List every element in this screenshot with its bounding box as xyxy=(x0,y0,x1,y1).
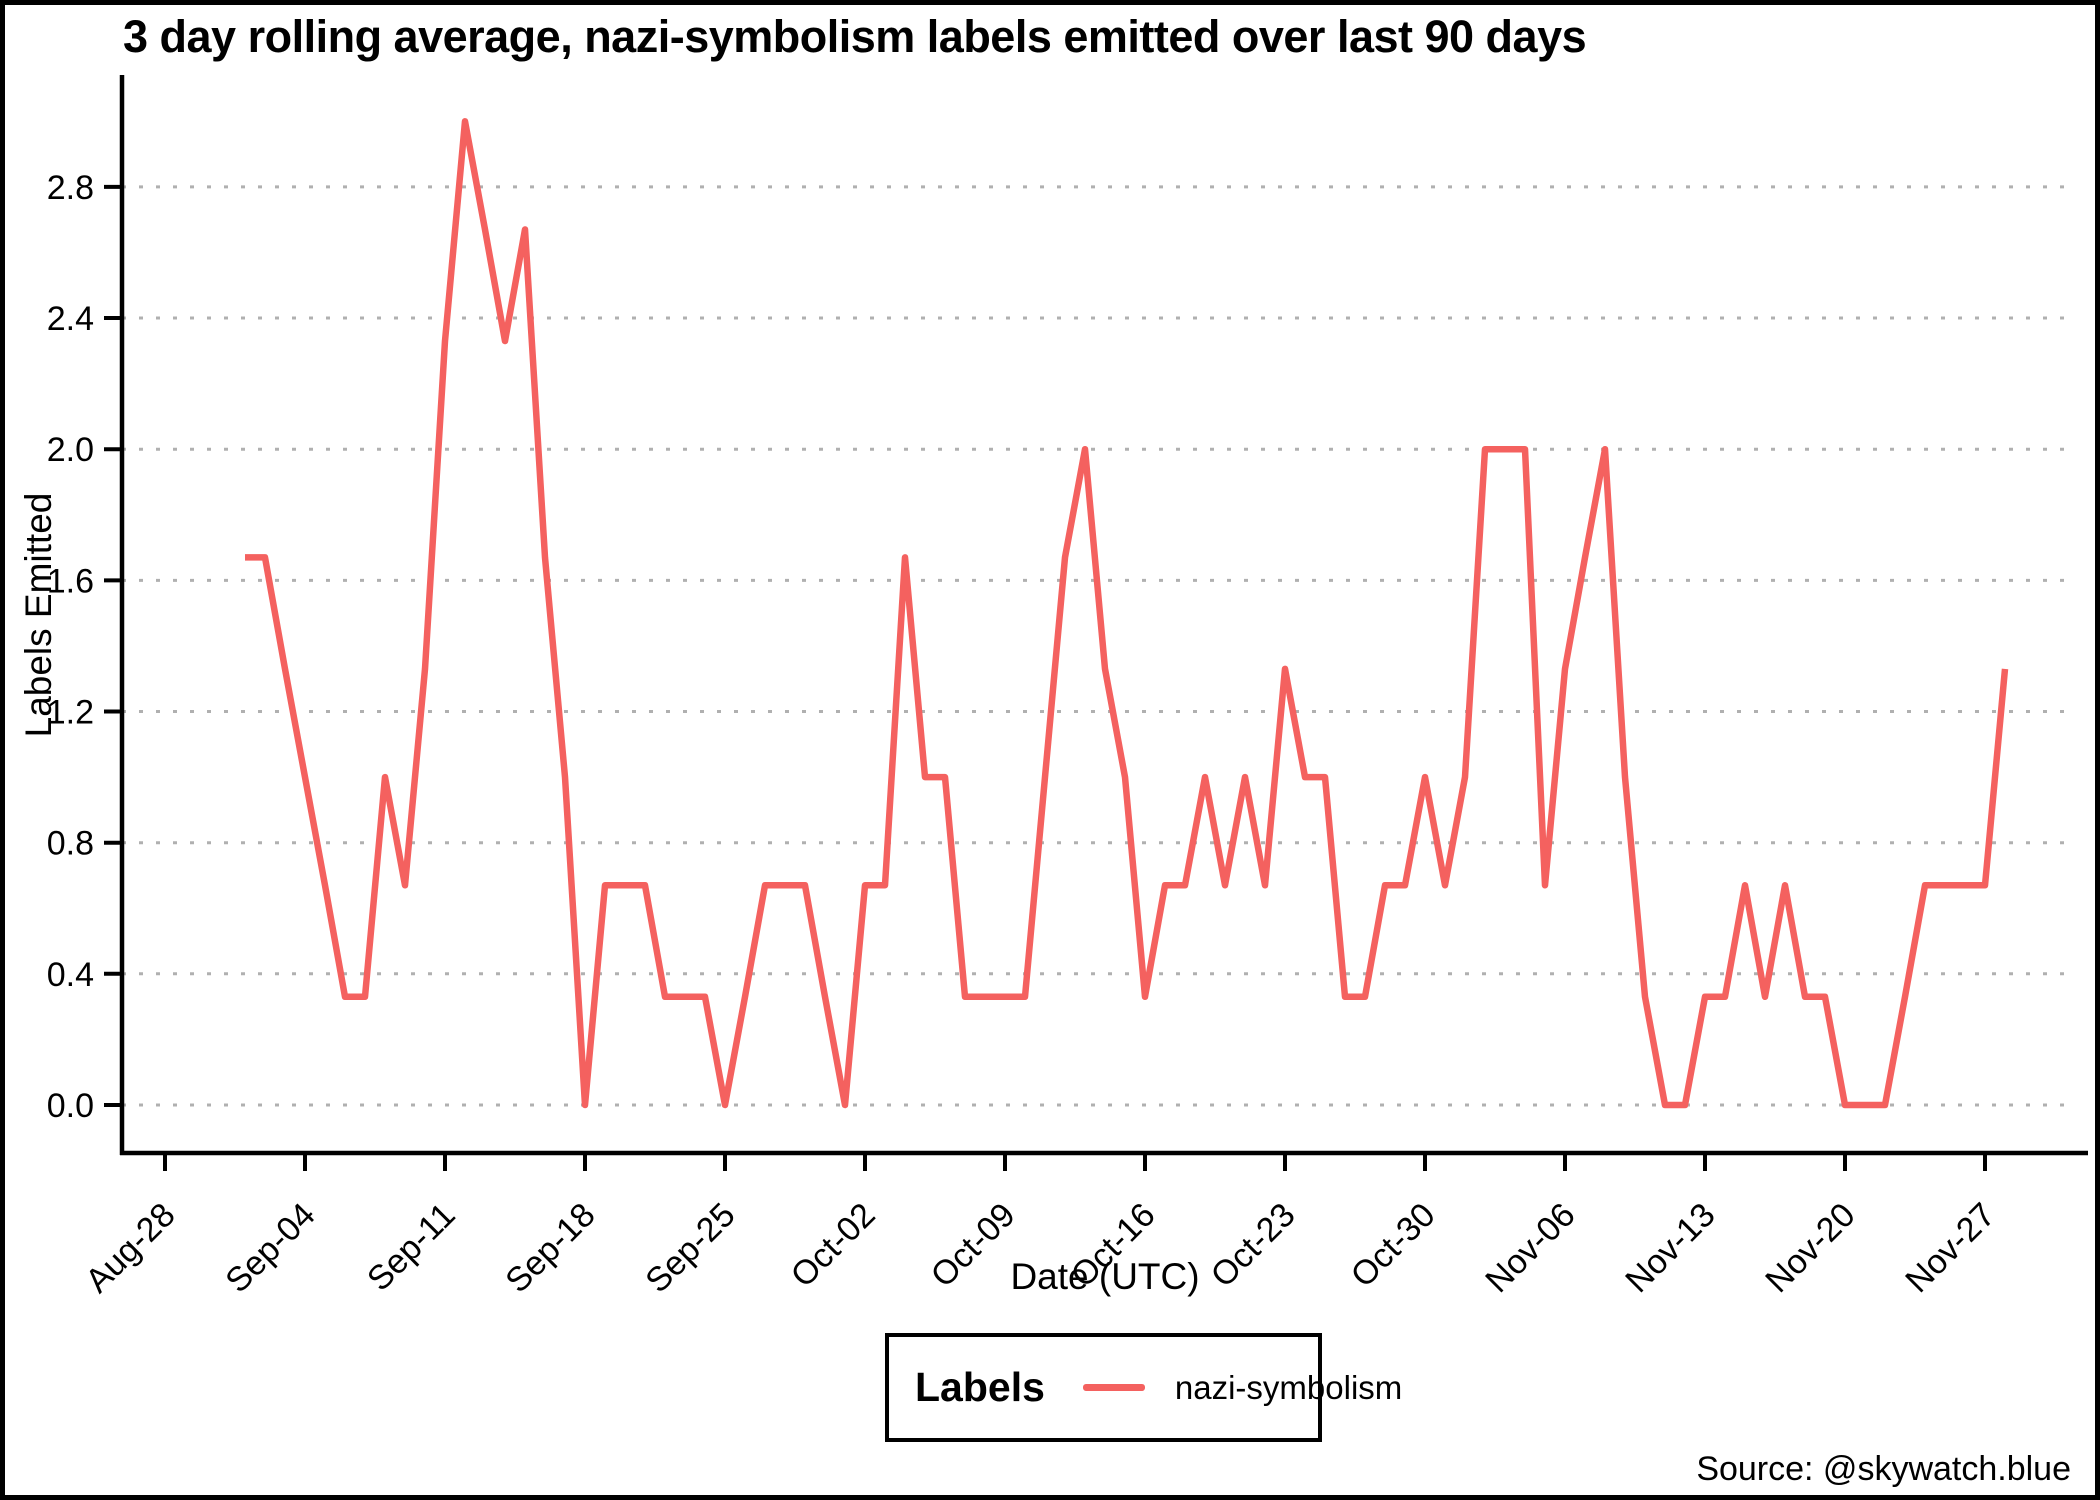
y-axis-label: Labels Emitted xyxy=(18,492,59,738)
legend-item-label: nazi-symbolism xyxy=(1174,1368,1403,1406)
x-axis-label: Date (UTC) xyxy=(1010,1256,1200,1297)
chart-title: 3 day rolling average, nazi-symbolism la… xyxy=(123,11,1587,62)
y-tick-label: 1.6 xyxy=(47,562,94,600)
x-tick-label: Sep-18 xyxy=(498,1196,602,1300)
y-tick-labels: 0.0 0.4 0.8 1.2 1.6 2.0 2.4 2.8 xyxy=(47,169,122,1125)
x-tick-label: Aug-28 xyxy=(78,1196,182,1300)
y-tick-label: 0.0 xyxy=(47,1087,94,1125)
series-line-nazi-symbolism xyxy=(245,118,2009,1109)
x-tick-label: Oct-23 xyxy=(1204,1196,1303,1295)
x-tick-label: Oct-02 xyxy=(784,1196,883,1295)
source-credit: Source: @skywatch.blue xyxy=(1696,1450,2071,1488)
gridlines xyxy=(122,185,2075,1107)
y-tick-label: 2.8 xyxy=(47,169,94,207)
x-tick-label: Nov-06 xyxy=(1478,1196,1582,1300)
x-tick-label: Nov-27 xyxy=(1898,1196,2002,1300)
x-tick-label: Nov-13 xyxy=(1618,1196,1722,1300)
legend-title: Labels xyxy=(915,1364,1045,1410)
legend-box: Labels nazi-symbolism xyxy=(885,1333,1402,1442)
y-tick-label: 0.4 xyxy=(47,956,94,994)
x-tick-label: Sep-04 xyxy=(218,1196,322,1300)
x-tick-label: Oct-09 xyxy=(924,1196,1023,1295)
x-tick-label: Oct-30 xyxy=(1344,1196,1443,1295)
axes-spines xyxy=(119,75,2088,1156)
x-tick-label: Sep-25 xyxy=(638,1196,742,1300)
x-tick-label: Nov-20 xyxy=(1758,1196,1862,1300)
line-chart-canvas: 0.0 0.4 0.8 1.2 1.6 2.0 2.4 2.8 Aug-28 Sep-04 Sep-… xyxy=(47,75,2088,1300)
y-tick-label: 2.0 xyxy=(47,431,94,469)
legend-line-swatch xyxy=(1082,1384,1145,1391)
y-tick-label: 0.8 xyxy=(47,825,94,863)
x-tick-label: Sep-11 xyxy=(360,1196,463,1299)
y-tick-label: 2.4 xyxy=(47,300,94,338)
y-tick-label: 1.2 xyxy=(47,694,94,732)
